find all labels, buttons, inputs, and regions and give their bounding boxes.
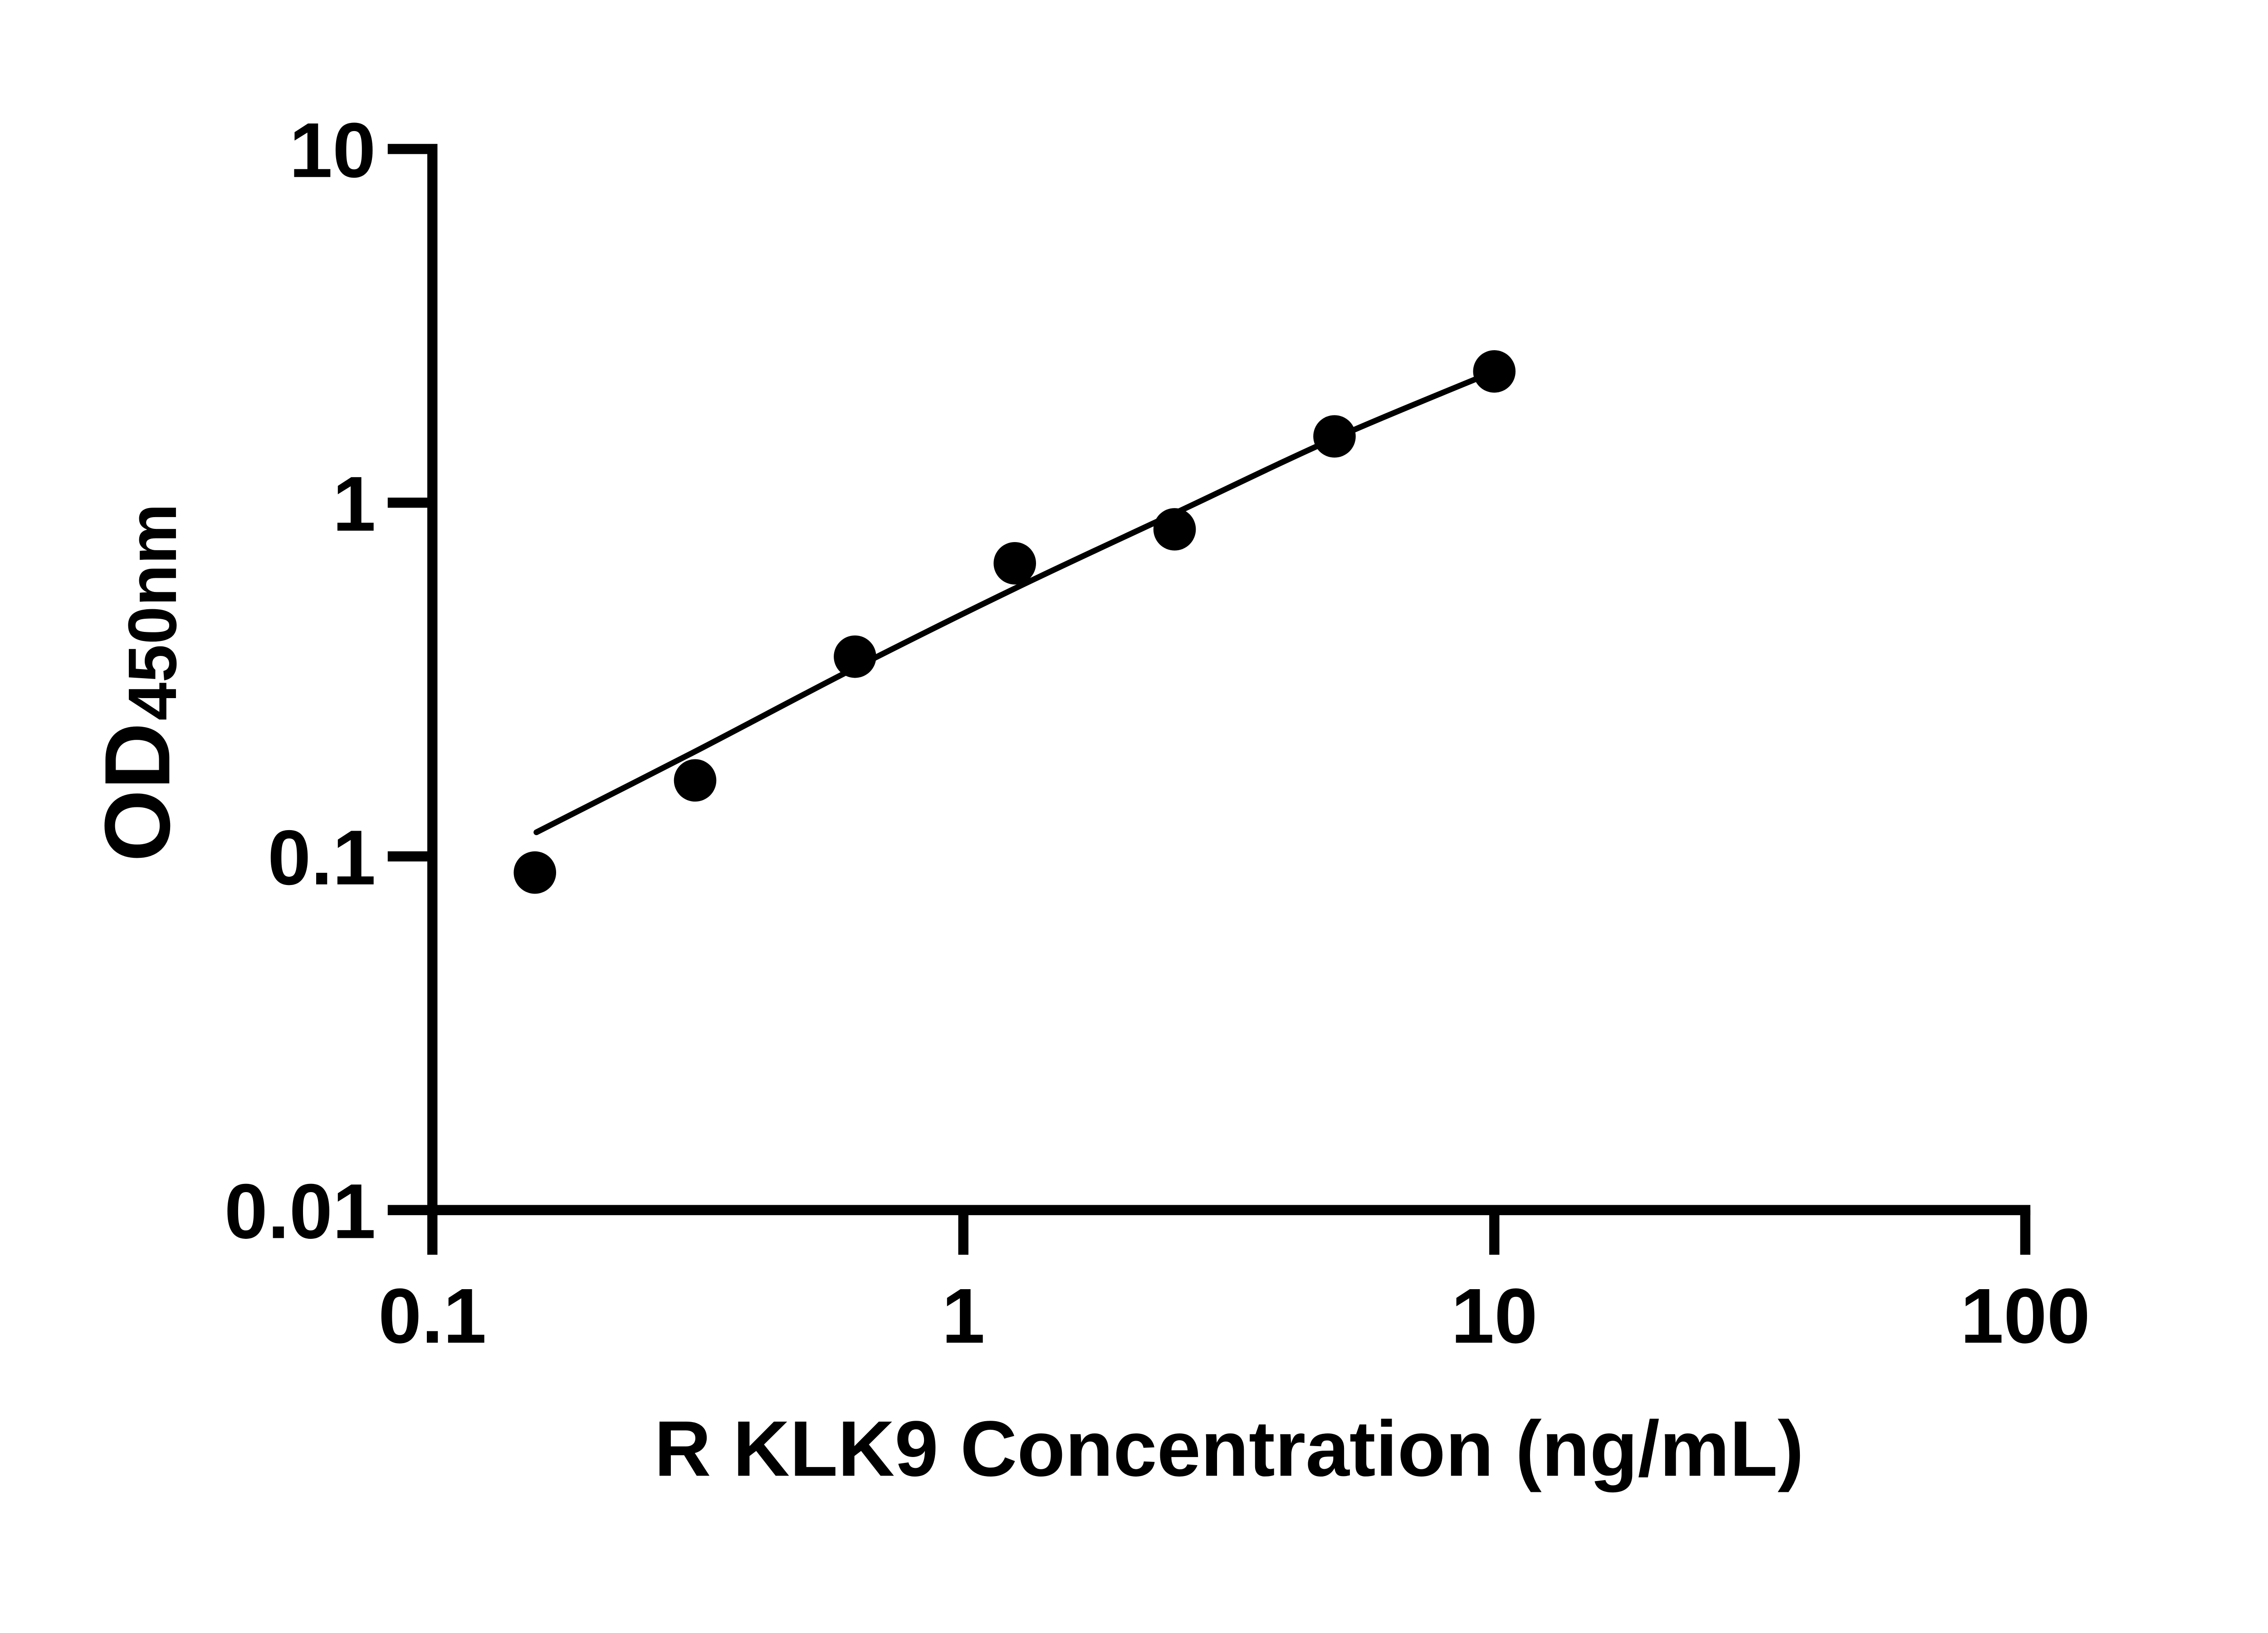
y-axis-label-subscript: 450nm [114,504,191,721]
y-axis-label: OD 450nm [86,504,191,862]
data-point [513,851,557,894]
x-tick-label: 0.1 [378,1273,486,1359]
plot-background [0,0,2268,1592]
data-point [1153,508,1196,551]
y-axis-label-main: OD [86,723,189,862]
y-axis-ticks: 0.01 0.1 1 10 [225,107,428,1255]
x-tick-label: 10 [1451,1273,1538,1359]
data-point [834,635,876,678]
x-tick-label: 1 [942,1273,985,1359]
y-tick-label: 10 [289,107,376,194]
data-points [513,350,1516,894]
x-axis-title: R KLK9 Concentration (ng/mL) [654,1404,1804,1492]
data-point [674,759,717,802]
y-tick-label: 0.1 [268,815,376,901]
y-tick-label: 0.01 [225,1168,376,1255]
data-point [1313,415,1356,458]
y-tick-label: 1 [332,461,376,548]
data-point [1473,350,1516,393]
x-axis-ticks: 0.1 1 10 100 [378,1210,2090,1359]
x-tick-label: 100 [1960,1273,2090,1359]
elisa-standard-curve-figure: 0.01 0.1 1 10 0.1 1 10 100 OD 450nm R KLK9 Con… [0,0,2268,1592]
data-point [993,542,1036,585]
